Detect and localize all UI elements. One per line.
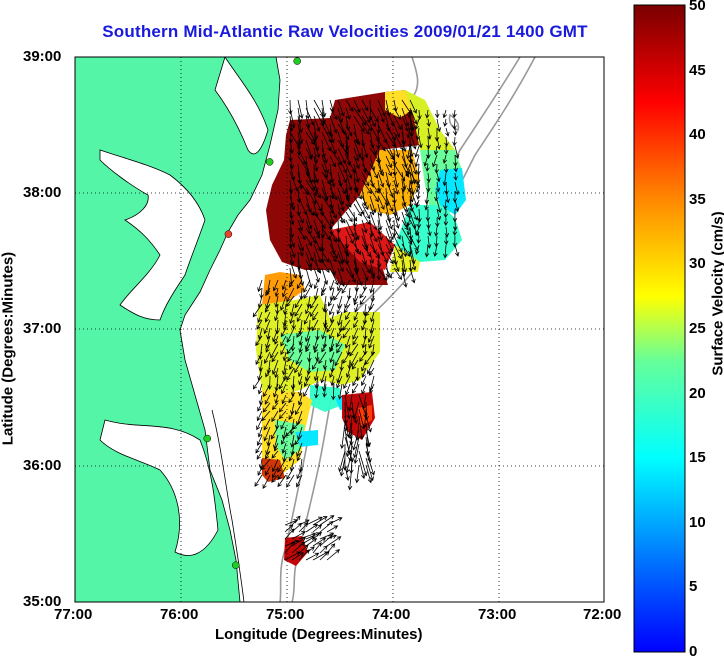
lon-tick-72: 72:00 [583,606,621,623]
lat-tick-35: 35:00 [23,593,61,610]
lon-tick-73: 73:00 [478,606,516,623]
colorbar-tick-25: 25 [689,320,706,337]
y-axis-label: Latitude (Degrees:Minutes) [0,229,17,469]
colorbar-label: Surface Velocity (cm/s) [710,194,724,394]
lat-tick-37: 37:00 [23,320,61,337]
radar-station-marker [294,58,301,65]
x-axis-label: Longitude (Degrees:Minutes) [215,626,423,643]
colorbar-tick-20: 20 [689,385,706,402]
lat-tick-38: 38:00 [23,184,61,201]
radar-station-marker [266,158,273,165]
colorbar-tick-10: 10 [689,514,706,531]
colorbar-tick-5: 5 [689,578,697,595]
lat-tick-39: 39:00 [23,48,61,65]
lon-tick-75: 75:00 [266,606,304,623]
colorbar-tick-35: 35 [689,191,706,208]
lon-tick-76: 76:00 [160,606,198,623]
colorbar-tick-45: 45 [689,62,706,79]
colorbar-tick-0: 0 [689,643,697,660]
colorbar-tick-50: 50 [689,0,706,14]
lon-tick-74: 74:00 [372,606,410,623]
lat-tick-36: 36:00 [23,457,61,474]
colorbar-tick-15: 15 [689,449,706,466]
radar-station-marker [225,231,232,238]
radar-station-marker [204,435,211,442]
radar-station-marker [232,562,239,569]
colorbar-tick-40: 40 [689,126,706,143]
colorbar [634,5,685,652]
colorbar-tick-30: 30 [689,255,706,272]
